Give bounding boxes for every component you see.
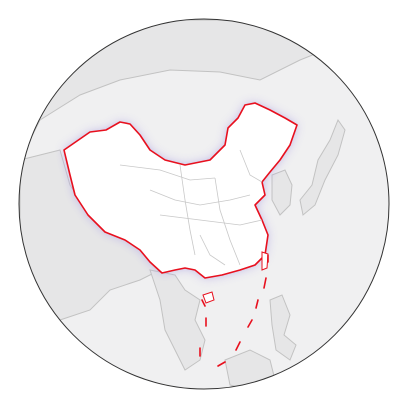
landmass-philippines <box>269 294 297 361</box>
internal-borders <box>119 149 263 266</box>
island-taiwan <box>261 251 269 271</box>
island-hainan <box>202 291 215 304</box>
globe-outline <box>18 18 390 390</box>
landmass-korea <box>271 169 293 216</box>
nine-dash-line <box>199 254 269 367</box>
landmass-japan <box>299 118 346 216</box>
landmass-indochina <box>149 269 206 371</box>
